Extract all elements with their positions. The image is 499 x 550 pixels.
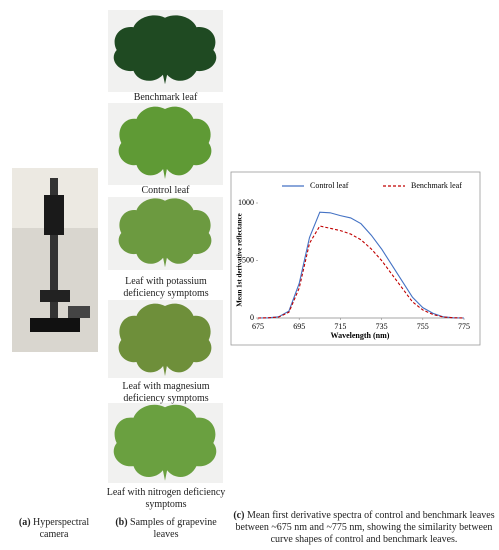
x-tick-label: 695 [293, 322, 305, 331]
y-tick-label: 1000 [238, 198, 254, 207]
caption-text: Hyperspectral camera [33, 517, 90, 540]
caption-text: Mean first derivative spectra of control… [235, 510, 495, 545]
caption-text: Samples of grapevine leaves [130, 517, 217, 540]
series-line [257, 211, 465, 319]
caption-b: (b) Samples of grapevine leaves [106, 517, 226, 541]
leaf-photos [108, 10, 223, 483]
caption-a: (a) Hyperspectral camera [4, 517, 104, 541]
x-axis-title: Wavelength (nm) [331, 331, 390, 340]
caption-c: (c) Mean first derivative spectra of con… [232, 510, 496, 546]
y-axis-title: Mean 1st derivative reflectance [236, 213, 244, 306]
panel-label: (a) [18, 517, 31, 528]
camera-photo [12, 168, 98, 352]
x-tick-label: 755 [417, 322, 429, 331]
x-tick-label: 675 [252, 322, 264, 331]
chart: 0 500 1000 675 695 715 735 755 775 Control leaf Be… [238, 181, 470, 331]
leaf-label: Leaf with nitrogen deficiency symptoms [106, 487, 226, 510]
leaf-label: Benchmark leaf [133, 92, 198, 103]
legend-label: Benchmark leaf [411, 181, 462, 190]
series-line [257, 225, 465, 319]
panel-label: (b) [115, 517, 128, 528]
chart-frame [230, 171, 481, 346]
legend-label: Control leaf [310, 181, 349, 190]
leaf-label: Control leaf [141, 185, 190, 196]
panel-label: (c) [233, 510, 245, 521]
y-tick-label: 0 [250, 313, 254, 322]
leaf-label: Leaf with potassium deficiency symptoms [123, 276, 209, 299]
y-tick-label: 500 [242, 255, 254, 264]
x-tick-label: 775 [458, 322, 470, 331]
x-tick-label: 735 [376, 322, 388, 331]
leaf-label: Leaf with magnesium deficiency symptoms [122, 381, 210, 404]
x-tick-label: 715 [334, 322, 346, 331]
